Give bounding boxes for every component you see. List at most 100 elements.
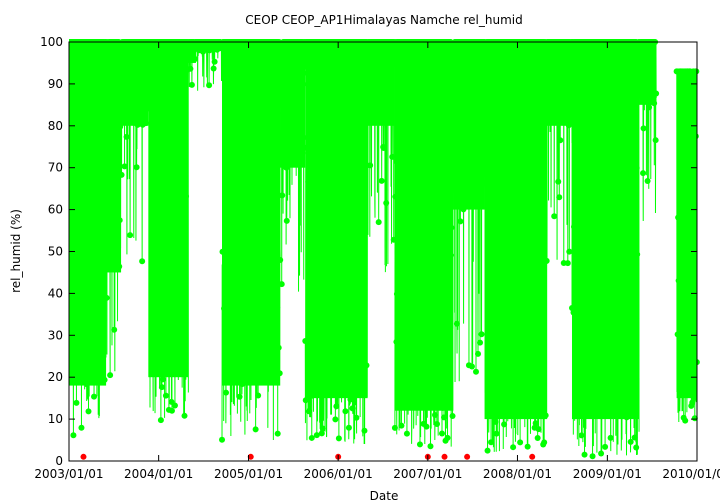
data-point <box>83 281 90 288</box>
data-point <box>84 190 91 197</box>
data-point <box>252 426 259 433</box>
data-point <box>120 93 127 100</box>
data-point <box>521 262 528 269</box>
data-point <box>689 399 696 406</box>
data-point <box>322 350 329 357</box>
data-point <box>169 71 176 78</box>
data-point <box>578 432 585 439</box>
data-point <box>640 170 647 177</box>
data-point <box>95 341 102 348</box>
data-point <box>179 240 185 247</box>
data-point <box>564 260 571 267</box>
data-point <box>552 79 559 86</box>
data-point <box>108 200 115 207</box>
data-point <box>121 163 128 170</box>
data-point <box>538 384 545 391</box>
data-band <box>69 39 110 439</box>
data-point <box>601 66 608 73</box>
data-point <box>439 430 446 437</box>
data-point <box>509 389 516 396</box>
data-point <box>685 295 692 302</box>
data-point <box>337 292 344 299</box>
dense-region <box>453 42 485 210</box>
data-point <box>616 333 623 340</box>
data-point <box>267 91 274 98</box>
data-point <box>147 73 154 80</box>
data-point <box>393 338 400 345</box>
data-point <box>441 414 448 421</box>
data-point <box>383 200 390 207</box>
data-point <box>543 257 550 264</box>
data-point <box>191 56 198 63</box>
data-point <box>369 66 376 73</box>
data-point <box>627 438 634 445</box>
data-point <box>151 232 158 239</box>
data-point <box>606 252 613 259</box>
data-point <box>142 120 149 127</box>
data-point <box>335 79 342 86</box>
data-point <box>83 152 90 159</box>
data-point <box>491 93 498 100</box>
data-point <box>262 200 269 207</box>
data-point <box>482 146 489 153</box>
data-point <box>140 57 147 64</box>
data-point <box>648 88 655 95</box>
data-point <box>427 443 434 450</box>
data-point <box>605 150 612 157</box>
data-point <box>97 240 104 247</box>
x-tick-label: 2009/01/01 <box>573 467 642 481</box>
data-point <box>287 50 294 57</box>
data-point <box>324 112 331 119</box>
data-point <box>574 380 581 387</box>
x-tick-label: 2003/01/01 <box>34 467 103 481</box>
data-point <box>69 125 70 129</box>
data-point <box>302 397 309 404</box>
data-point <box>691 249 698 256</box>
data-point <box>614 157 621 164</box>
data-point <box>453 320 460 327</box>
data-band <box>450 39 488 382</box>
data-point <box>430 213 437 220</box>
data-point <box>285 45 292 52</box>
flagged-point <box>80 453 87 460</box>
data-point <box>458 144 465 151</box>
data-point <box>690 88 697 95</box>
data-point <box>571 223 577 230</box>
data-point <box>422 344 429 351</box>
data-point <box>548 113 555 120</box>
data-point <box>557 137 564 144</box>
y-tick-label: 50 <box>48 245 63 259</box>
data-point <box>501 421 508 428</box>
data-point <box>91 63 98 70</box>
data-point <box>463 76 470 83</box>
data-point <box>449 413 456 420</box>
data-point <box>318 430 325 437</box>
data-point <box>591 220 598 227</box>
data-point <box>307 298 314 305</box>
data-point <box>318 58 325 65</box>
data-point <box>81 275 88 282</box>
data-point <box>166 264 173 271</box>
data-point <box>626 69 633 76</box>
data-point <box>484 447 491 454</box>
data-point <box>484 161 491 167</box>
data-point <box>312 121 319 128</box>
data-point <box>550 58 557 65</box>
data-point <box>368 90 375 97</box>
data-point <box>256 106 263 113</box>
data-point <box>689 282 696 289</box>
y-tick-label: 60 <box>48 203 63 217</box>
data-point <box>210 65 217 72</box>
data-point <box>319 425 326 432</box>
data-point <box>492 204 499 211</box>
data-point <box>549 44 556 51</box>
data-point <box>278 153 285 160</box>
data-point <box>457 218 464 225</box>
dense-region <box>676 71 697 399</box>
data-point <box>275 344 282 351</box>
dense-region <box>571 42 640 420</box>
x-tick-label: 2008/01/01 <box>483 467 552 481</box>
data-point <box>305 178 312 185</box>
data-point <box>546 84 553 91</box>
data-point <box>248 135 255 142</box>
